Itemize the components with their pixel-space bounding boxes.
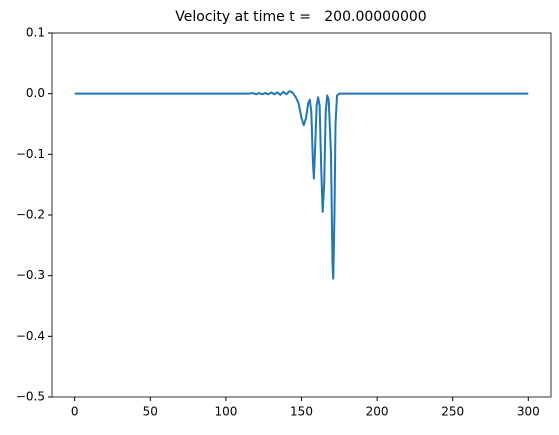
y-tick-label: 0.0: [26, 86, 45, 100]
x-tick-label: 300: [517, 405, 540, 419]
chart-title: Velocity at time t = 200.00000000: [175, 9, 426, 25]
y-tick-label: −0.5: [16, 390, 45, 404]
y-tick-label: 0.1: [26, 26, 45, 40]
x-tick-label: 150: [290, 405, 313, 419]
x-tick-label: 0: [71, 405, 79, 419]
x-tick-label: 250: [441, 405, 464, 419]
x-tick-label: 200: [366, 405, 389, 419]
y-tick-label: −0.4: [16, 329, 45, 343]
x-tick-label: 50: [143, 405, 158, 419]
plot-frame: [51, 32, 552, 398]
y-tick-label: −0.1: [16, 147, 45, 161]
x-tick-label: 100: [214, 405, 237, 419]
data-line: [74, 90, 529, 280]
y-tick-label: −0.3: [16, 268, 45, 282]
y-tick-label: −0.2: [16, 208, 45, 222]
